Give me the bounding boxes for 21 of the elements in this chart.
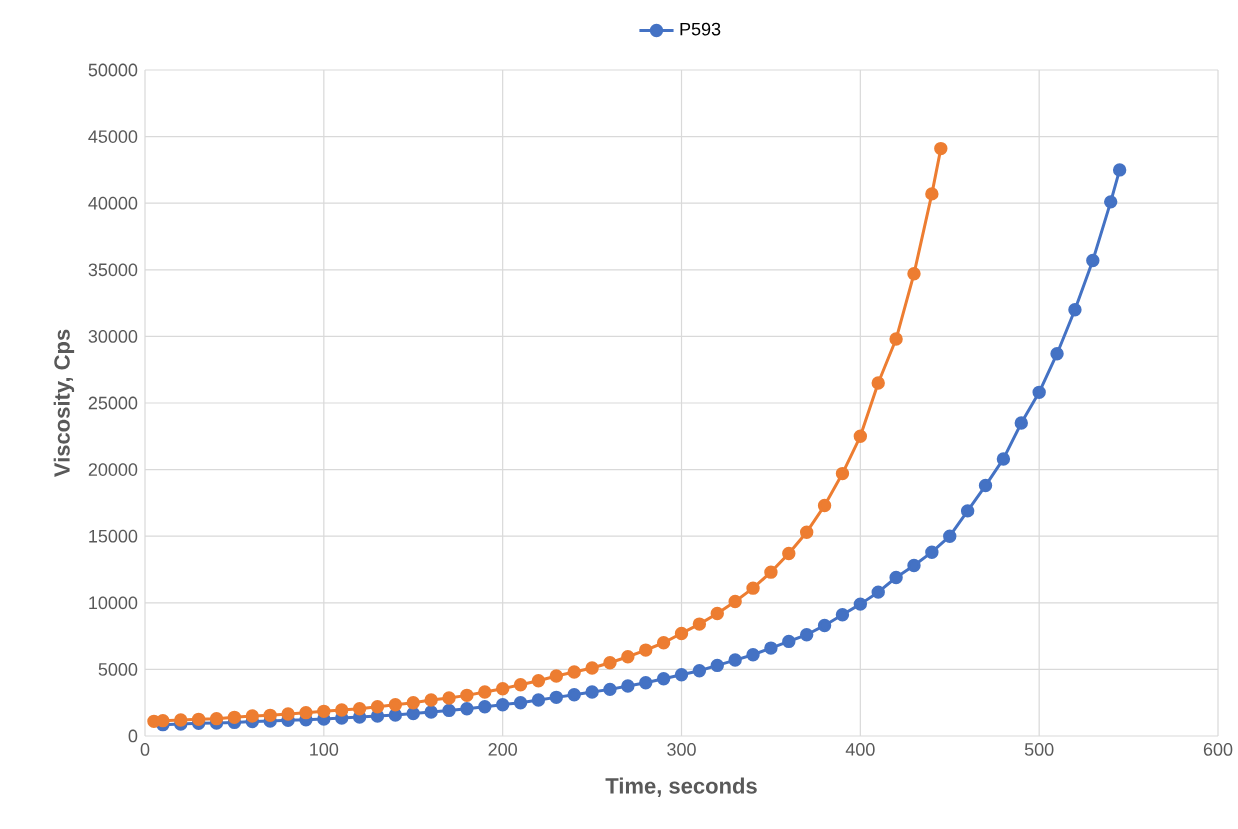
y-tick-label: 45000	[88, 130, 138, 143]
y-tick-label: 30000	[88, 330, 138, 343]
y-tick-label: 5000	[98, 663, 138, 676]
y-tick-label: 50000	[88, 63, 138, 77]
x-tick-label: 200	[488, 743, 517, 756]
x-tick-label: 400	[845, 743, 875, 756]
x-tick-label: 600	[1203, 743, 1233, 756]
y-tick-label: 10000	[89, 596, 138, 610]
y-axis-title: Viscosity, Cps	[53, 329, 75, 478]
y-tick-label: 0	[128, 729, 138, 743]
x-axis-title: Time, seconds	[605, 777, 757, 797]
y-tick-label: 15000	[89, 529, 138, 543]
x-tick-label: 500	[1024, 743, 1054, 756]
y-tick-label: 20000	[88, 463, 138, 476]
x-tick-label: 100	[310, 743, 339, 756]
x-tick-label: 0	[140, 743, 150, 756]
y-tick-label: 40000	[88, 196, 138, 210]
legend-label: P593	[680, 22, 721, 36]
y-tick-label: 25000	[88, 396, 138, 410]
x-tick-label: 300	[667, 743, 696, 756]
y-tick-label: 35000	[88, 263, 138, 277]
